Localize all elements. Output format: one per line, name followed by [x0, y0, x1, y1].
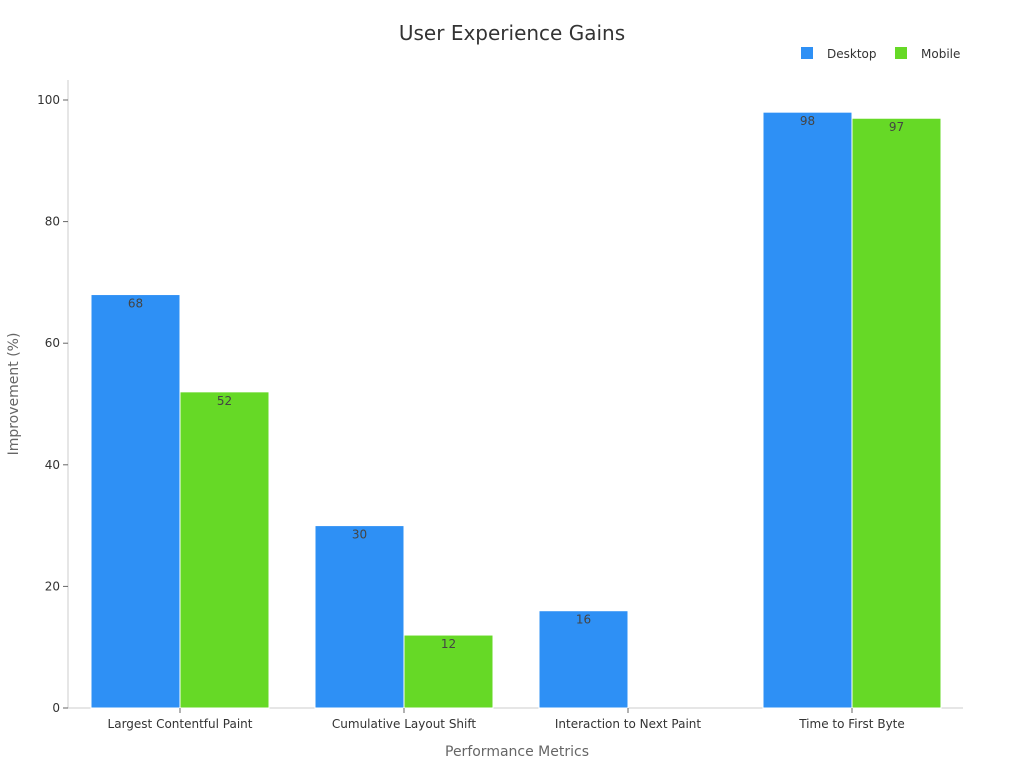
data-label-desktop-interaction-to-next-paint: 16	[576, 613, 591, 627]
legend-label-desktop: Desktop	[827, 47, 877, 61]
y-tick-label-80: 80	[45, 215, 60, 229]
x-axis-title: Performance Metrics	[445, 744, 589, 760]
legend-label-mobile: Mobile	[921, 47, 960, 61]
y-tick-label-0: 0	[52, 701, 60, 715]
chart-title: User Experience Gains	[399, 21, 625, 45]
bar-mobile-cumulative-layout-shift	[403, 634, 494, 709]
data-label-mobile-time-to-first-byte: 97	[889, 120, 904, 134]
data-label-desktop-time-to-first-byte: 98	[800, 114, 815, 128]
bar-desktop-largest-contentful-paint	[90, 294, 181, 709]
data-label-desktop-cumulative-layout-shift: 30	[352, 528, 367, 542]
y-tick-label-20: 20	[45, 579, 60, 593]
x-tick-label-time-to-first-byte: Time to First Byte	[798, 717, 905, 731]
y-axis-title: Improvement (%)	[6, 333, 22, 456]
x-tick-label-cumulative-layout-shift: Cumulative Layout Shift	[332, 717, 476, 731]
data-label-mobile-largest-contentful-paint: 52	[217, 394, 232, 408]
legend-swatch-mobile	[895, 47, 907, 59]
data-label-desktop-largest-contentful-paint: 68	[128, 297, 143, 311]
bar-desktop-interaction-to-next-paint	[538, 610, 629, 709]
bar-mobile-time-to-first-byte	[851, 117, 942, 709]
plot-area: 0 20 40 60 80 100 68 52 Largest Contentful Paint…	[37, 80, 963, 731]
x-tick-label-interaction-to-next-paint: Interaction to Next Paint	[555, 717, 702, 731]
y-tick-label-40: 40	[45, 458, 60, 472]
data-label-mobile-cumulative-layout-shift: 12	[441, 637, 456, 651]
bar-mobile-largest-contentful-paint	[179, 391, 270, 709]
y-tick-label-100: 100	[37, 93, 60, 107]
legend-swatch-desktop	[801, 47, 813, 59]
y-tick-label-60: 60	[45, 336, 60, 350]
bar-desktop-time-to-first-byte	[762, 111, 853, 709]
bar-desktop-cumulative-layout-shift	[314, 525, 405, 709]
legend: Desktop Mobile	[801, 47, 960, 61]
x-tick-label-largest-contentful-paint: Largest Contentful Paint	[108, 717, 253, 731]
